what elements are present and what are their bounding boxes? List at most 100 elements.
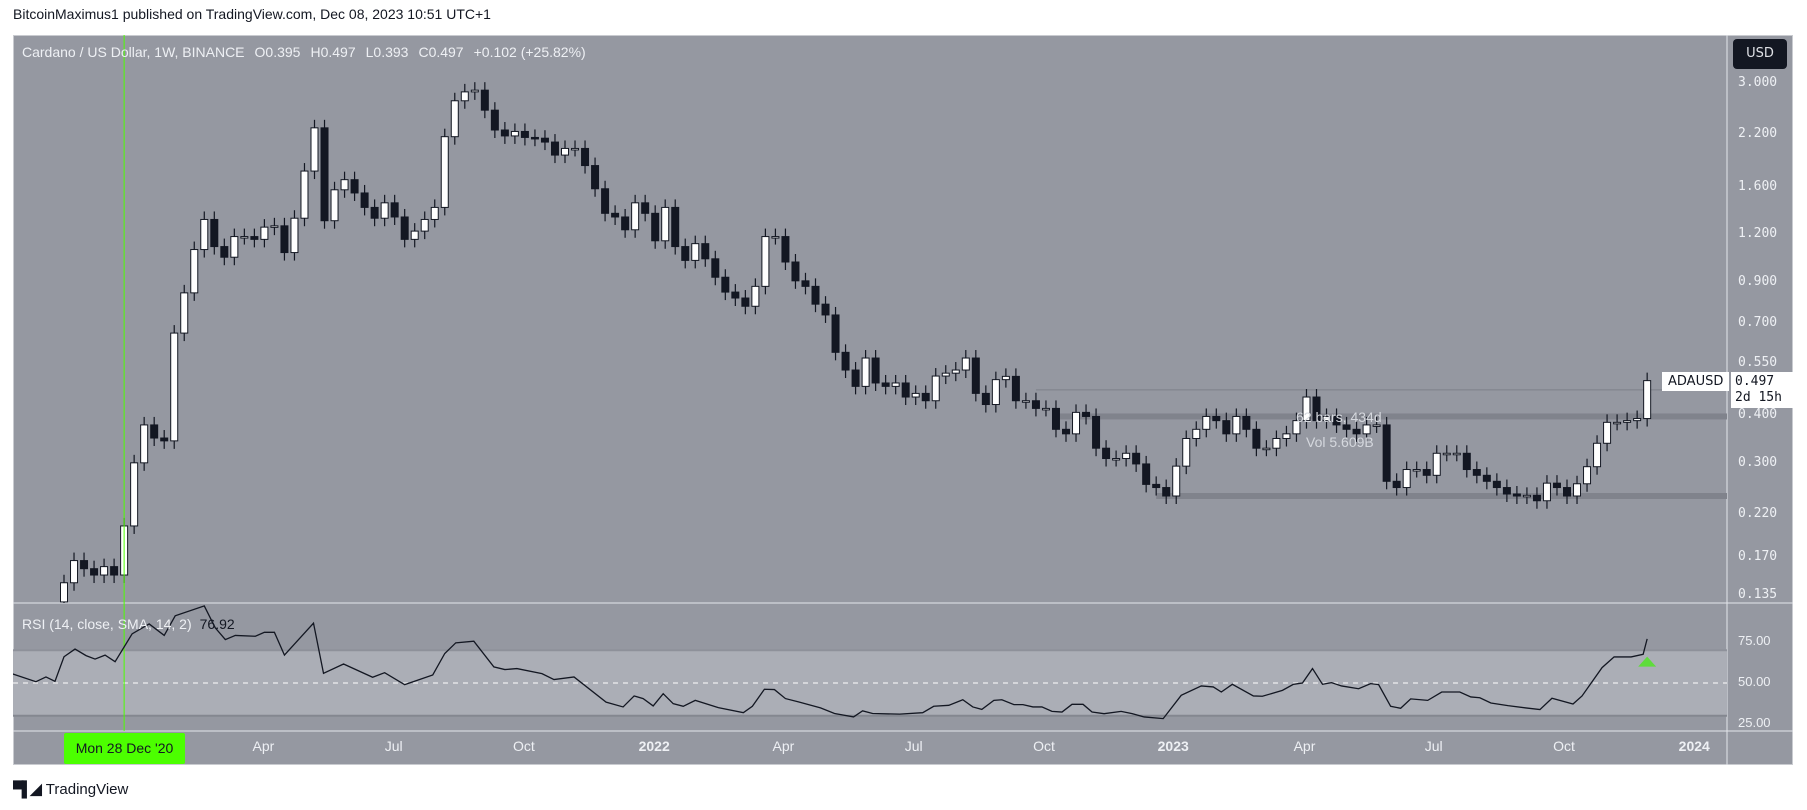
price-tick: 0.300 [1738, 454, 1778, 470]
candle-down [80, 560, 89, 570]
rsi-tick: 25.00 [1738, 715, 1771, 730]
candle-down [320, 127, 329, 222]
candle-down [520, 130, 529, 138]
candle-up [190, 249, 199, 294]
candle-up [1232, 415, 1241, 435]
candle-up [1072, 411, 1081, 435]
candle-down [540, 137, 549, 143]
candle-down [1222, 420, 1231, 435]
candle-up [290, 217, 299, 254]
rsi-title[interactable]: RSI (14, close, SMA, 14, 2) [22, 616, 192, 632]
candle-up [1432, 452, 1441, 476]
candle-up [1001, 375, 1010, 381]
rsi-tick: 50.00 [1738, 674, 1771, 689]
ohlc-high: H0.497 [310, 44, 356, 60]
candle-down [601, 188, 610, 214]
bar-countdown: 2d 15h [1735, 390, 1782, 405]
candle-up [961, 357, 970, 371]
candle-up [1041, 407, 1050, 411]
candle-down [1011, 375, 1020, 402]
candle-up [1603, 421, 1612, 444]
candle-down [1342, 424, 1351, 430]
candle-up [691, 243, 700, 261]
candle-down [721, 276, 730, 293]
candle-down [550, 141, 559, 156]
candle-up [1292, 420, 1301, 435]
candle-up [661, 206, 670, 242]
candle-down [671, 206, 680, 248]
time-tick: Apr [252, 738, 275, 754]
time-tick: Apr [772, 738, 795, 754]
candle-down [1132, 452, 1141, 465]
candle-up [200, 218, 209, 251]
candle-down [1332, 415, 1341, 426]
candle-up [1362, 424, 1371, 435]
candle-up [270, 225, 279, 228]
candle-down [350, 179, 359, 194]
candle-up [571, 147, 580, 151]
candle-down [90, 568, 99, 576]
candle-down [1552, 482, 1561, 489]
rsi-tick: 75.00 [1738, 633, 1771, 648]
candle-down [581, 147, 590, 167]
candle-down [1502, 487, 1511, 495]
tradingview-footer[interactable]: ▀▌◢ TradingView [13, 780, 128, 799]
symbol-legend: Cardano / US Dollar, 1W, BINANCE O0.395 H0… [22, 44, 596, 60]
currency-button[interactable]: USD [1733, 39, 1787, 69]
candle-down [480, 89, 489, 111]
candle-up [931, 375, 940, 402]
candle-down [971, 357, 980, 394]
candle-up [1202, 415, 1211, 430]
candle-up [1593, 442, 1602, 468]
candle-up [1452, 452, 1461, 456]
candle-up [631, 202, 640, 231]
candle-up [771, 236, 780, 239]
candle-up [420, 218, 429, 232]
candle-up [991, 379, 1000, 406]
support-resistance-band [1156, 493, 1727, 500]
candle-down [1092, 415, 1101, 449]
candle-down [220, 246, 229, 258]
candle-up [1442, 452, 1451, 456]
ohlc-close: C0.497 [418, 44, 464, 60]
candle-down [1382, 424, 1391, 482]
candle-up [100, 566, 109, 576]
symbol-title[interactable]: Cardano / US Dollar, 1W, BINANCE [22, 44, 245, 60]
candle-down [731, 291, 740, 299]
candle-down [801, 280, 810, 287]
time-tick: Oct [1033, 738, 1055, 754]
candle-up [1623, 420, 1632, 423]
time-tick: Oct [1553, 738, 1575, 754]
time-tick: 2022 [638, 738, 670, 754]
candle-down [1062, 428, 1070, 435]
candle-up [300, 170, 309, 219]
candle-down [370, 206, 379, 219]
candle-down [1051, 407, 1060, 430]
candle-down [1212, 415, 1221, 422]
candle-up [460, 91, 469, 102]
candle-up [1613, 421, 1622, 425]
time-tick: 2023 [1157, 738, 1189, 754]
ohlc-open: O0.395 [254, 44, 301, 60]
rsi-legend: RSI (14, close, SMA, 14, 2) 76.92 [22, 616, 235, 632]
rsi-band [13, 650, 1727, 716]
candle-up [1282, 433, 1291, 439]
measure-volume-label: Vol 5.609B [1306, 434, 1374, 450]
candle-down [881, 382, 890, 387]
candle-up [70, 560, 79, 584]
candle-up [60, 582, 68, 603]
candle-up [1372, 424, 1381, 427]
candle-up [340, 179, 349, 191]
candle-up [911, 392, 920, 398]
time-tick: Oct [513, 738, 535, 754]
candle-down [1082, 411, 1091, 417]
price-tick: 0.400 [1738, 407, 1778, 423]
candle-down [1512, 493, 1521, 497]
candle-up [1182, 437, 1191, 467]
rsi-pane [13, 605, 1648, 720]
candle-down [1252, 428, 1261, 449]
candle-up [330, 189, 339, 222]
candle-up [510, 130, 519, 137]
candle-up [240, 236, 249, 239]
